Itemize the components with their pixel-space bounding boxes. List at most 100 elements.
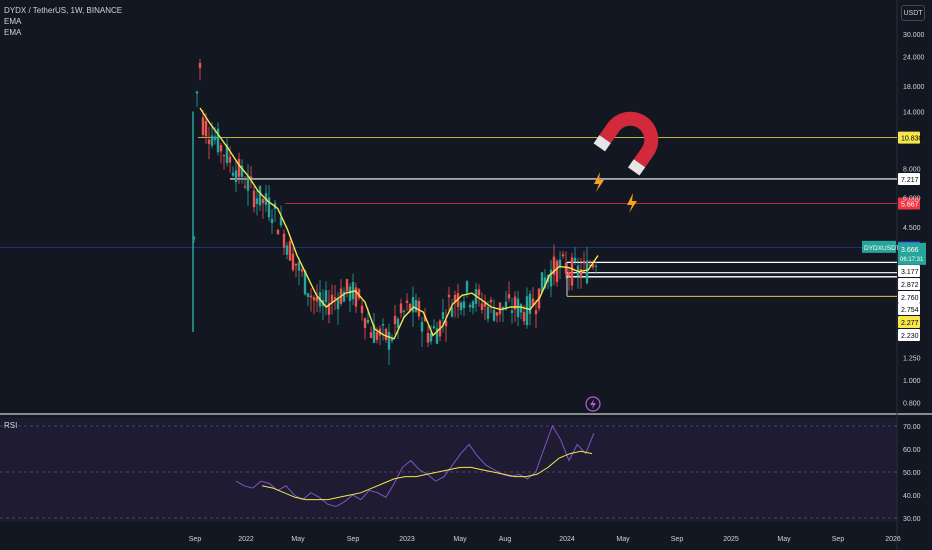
candle-body xyxy=(453,294,457,303)
candle-body xyxy=(483,301,487,307)
candle-body xyxy=(561,254,565,257)
rsi-line xyxy=(235,424,595,508)
candle-body xyxy=(531,298,535,306)
candle-body xyxy=(309,295,313,298)
x-tick-label: 2026 xyxy=(885,536,901,543)
candle-body xyxy=(396,318,400,328)
current-price-box xyxy=(898,242,926,265)
candle-body xyxy=(549,269,553,287)
candle-body xyxy=(588,265,592,267)
candle-body xyxy=(570,257,574,286)
candle-body xyxy=(270,218,274,224)
candle-body xyxy=(315,296,319,302)
candle-body xyxy=(348,286,352,301)
price-label: 5.667 xyxy=(901,202,919,209)
candle-body xyxy=(372,324,376,343)
candle-body xyxy=(381,323,385,326)
currency-button[interactable]: USDT xyxy=(901,5,925,21)
candle-body xyxy=(579,269,583,278)
candle-body xyxy=(207,139,211,144)
price-label: 2.754 xyxy=(901,307,919,314)
ema-indicator-2[interactable]: EMA xyxy=(4,28,22,37)
y-tick-label: 4.500 xyxy=(903,225,921,232)
candle-body xyxy=(459,302,463,311)
candle-body xyxy=(489,299,493,303)
candle-body xyxy=(543,277,547,288)
candle-body xyxy=(219,144,223,152)
candle-body xyxy=(411,296,415,313)
price-label-box xyxy=(898,278,920,290)
rsi-label[interactable]: RSI xyxy=(4,421,18,430)
candle-body xyxy=(447,294,451,298)
rsi-ma-line xyxy=(261,450,593,501)
candle-body xyxy=(468,305,472,308)
candle-body xyxy=(522,312,526,322)
candle-body xyxy=(435,328,439,344)
candle-body xyxy=(402,310,406,312)
y-tick-label: 6.000 xyxy=(903,196,921,203)
y-tick-label: 24.000 xyxy=(903,55,925,62)
candle-body xyxy=(210,135,214,146)
candle-body xyxy=(480,303,484,310)
price-label-box xyxy=(898,265,920,277)
price-label-box xyxy=(898,291,920,303)
candle-body xyxy=(540,272,544,293)
rsi-tick-label: 60.00 xyxy=(903,447,921,454)
candle-body xyxy=(306,293,310,297)
candle-body xyxy=(567,271,571,277)
candle-body xyxy=(237,158,241,177)
candle-body xyxy=(432,326,436,329)
candle-body xyxy=(426,333,430,343)
x-tick-label: May xyxy=(616,536,630,543)
candle-body xyxy=(441,312,445,319)
x-tick-label: 2025 xyxy=(723,536,739,543)
candle-body xyxy=(267,197,271,218)
candle-body xyxy=(294,263,298,266)
candle-body xyxy=(513,296,517,310)
lightning-circle-icon[interactable] xyxy=(585,396,601,412)
candle-body xyxy=(246,176,250,191)
x-tick-label: Aug xyxy=(499,536,512,543)
price-label: 3.177 xyxy=(901,269,919,276)
candle-body xyxy=(297,262,301,271)
price-label-box xyxy=(898,329,920,341)
candle-body xyxy=(363,318,367,328)
y-tick-label: 1.250 xyxy=(903,355,921,362)
symbol-title[interactable]: DYDX / TetherUS, 1W, BINANCE xyxy=(4,6,123,15)
candle-body xyxy=(228,156,232,163)
candle-body xyxy=(261,198,265,204)
price-label-box xyxy=(898,197,920,210)
y-tick-label: 8.000 xyxy=(903,166,921,173)
candle-body xyxy=(582,260,586,264)
candle-body xyxy=(243,186,247,188)
candle-body xyxy=(198,62,202,69)
candle-body xyxy=(249,176,253,179)
candle-body xyxy=(492,309,496,321)
ema-indicator-1[interactable]: EMA xyxy=(4,17,22,26)
candle-body xyxy=(300,269,304,272)
y-tick-label: 30.000 xyxy=(903,32,925,39)
candle-body xyxy=(465,281,469,293)
candle-body xyxy=(366,319,370,323)
candle-body xyxy=(498,302,502,315)
candle-body xyxy=(507,294,511,299)
candle-body xyxy=(330,294,334,303)
candle-body xyxy=(405,300,409,303)
candle-body xyxy=(369,332,373,338)
candle-body xyxy=(375,332,379,340)
candle-body xyxy=(327,303,331,315)
candle-body xyxy=(282,233,286,248)
candle-body xyxy=(462,301,466,308)
candle-body xyxy=(555,260,559,282)
x-tick-label: Sep xyxy=(832,536,845,543)
candle-body xyxy=(417,301,421,317)
x-tick-label: May xyxy=(291,536,305,543)
candle-body xyxy=(303,270,307,295)
candle-body xyxy=(231,172,235,176)
candle-body xyxy=(420,321,424,332)
magnet-icon xyxy=(593,111,659,176)
price-label: 2.872 xyxy=(901,282,919,289)
candle-body xyxy=(351,281,355,300)
candle-body xyxy=(279,217,283,226)
